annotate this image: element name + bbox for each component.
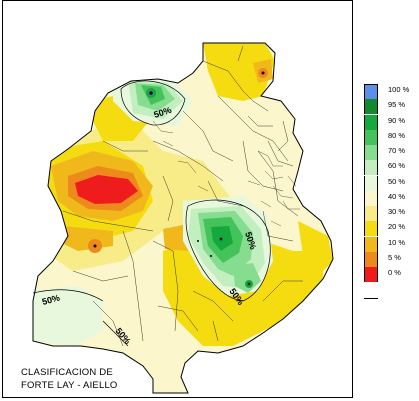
legend-item: 90 % <box>364 114 419 130</box>
map-frame: 50% 50% 50% 50% 50% CLASIFICACION DE FOR… <box>2 0 353 398</box>
legend-item: 50 % <box>364 175 419 191</box>
legend-label: 50 % <box>388 176 406 186</box>
legend-swatch <box>364 84 378 99</box>
legend-item: 80 % <box>364 129 419 145</box>
legend-swatch <box>364 160 378 176</box>
legend-swatch <box>364 145 378 160</box>
region-outline <box>32 42 334 394</box>
legend-label: 95 % <box>388 100 406 110</box>
legend-label: 80 % <box>388 130 406 140</box>
legend-swatch <box>364 206 378 221</box>
legend-item: 20 % <box>364 221 419 237</box>
red-zone <box>75 175 138 204</box>
legend-swatch <box>364 114 378 130</box>
legend-swatch <box>364 129 378 145</box>
legend-label: 40 % <box>388 191 406 201</box>
contour-lines <box>32 80 271 347</box>
legend-label: 70 % <box>388 146 406 155</box>
legend-swatch <box>364 221 378 237</box>
legend-label: 0 % <box>388 268 401 277</box>
legend-label: 5 % <box>388 252 401 262</box>
legend-item: 10 % <box>364 236 419 252</box>
contour-label-west: 50% <box>41 293 61 307</box>
legend-item: 70 % <box>364 145 419 160</box>
legend-label: 20 % <box>388 222 406 232</box>
legend-item: 5 % <box>364 251 419 267</box>
legend-swatch <box>364 236 378 252</box>
legend-label: 30 % <box>388 207 406 216</box>
site-markers <box>93 71 265 286</box>
legend-label: 100 % <box>388 85 410 94</box>
caption-line-1: CLASIFICACION DE <box>21 367 113 378</box>
legend: 100 % 95 % 90 % 80 % 70 % 60 % 50 % 40 % 30 % 20 … <box>364 84 419 282</box>
legend-item: 100 % <box>364 84 419 99</box>
legend-top-border <box>364 84 378 85</box>
legend-swatch <box>364 267 378 282</box>
classification-map: 50% 50% 50% 50% 50% <box>32 42 334 394</box>
legend-item: 95 % <box>364 99 419 115</box>
legend-swatch <box>364 251 378 267</box>
legend-item: 60 % <box>364 160 419 176</box>
legend-swatch <box>364 99 378 115</box>
map-caption: CLASIFICACION DE FORTE LAY - AIELLO <box>21 366 118 392</box>
legend-item: 30 % <box>364 206 419 221</box>
caption-line-2: FORTE LAY - AIELLO <box>21 380 118 391</box>
legend-label: 10 % <box>388 237 406 247</box>
legend-label: 90 % <box>388 115 406 125</box>
department-boundaries <box>62 45 303 347</box>
legend-item: 40 % <box>364 190 419 206</box>
legend-swatch <box>364 190 378 206</box>
legend-label: 60 % <box>388 161 406 171</box>
legend-item: 0 % <box>364 267 419 282</box>
legend-bottom-border <box>364 298 378 299</box>
legend-swatch <box>364 175 378 191</box>
